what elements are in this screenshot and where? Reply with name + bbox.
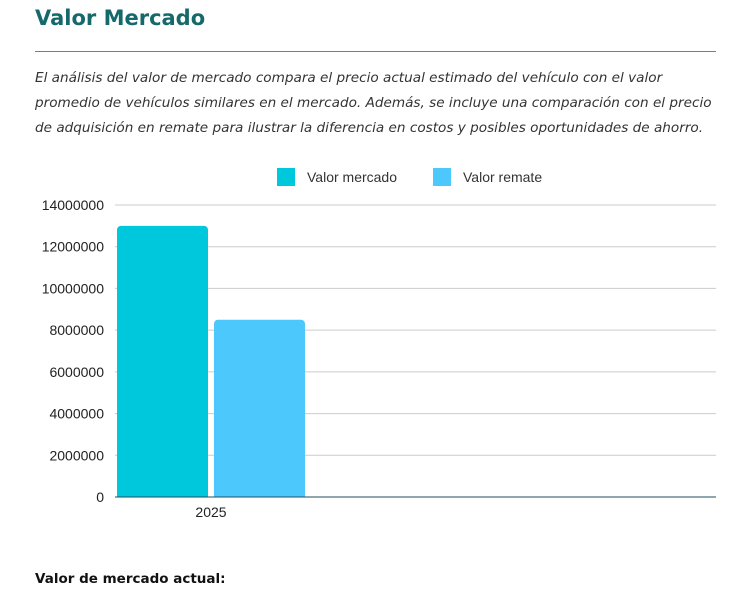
bar-base xyxy=(214,491,305,497)
y-tick-label: 2000000 xyxy=(49,447,104,463)
market-value-chart: Valor mercado Valor remate 0 2000000 400000… xyxy=(42,168,716,520)
bar-valor-remate xyxy=(214,319,305,497)
title-divider xyxy=(35,51,716,52)
legend-swatch xyxy=(277,168,295,186)
market-value-label: Valor de mercado actual: xyxy=(35,571,226,587)
page-title: Valor Mercado xyxy=(35,6,206,30)
chart-bars xyxy=(115,225,716,498)
legend-label: Valor remate xyxy=(463,169,542,185)
x-axis-ticks: 2025 xyxy=(195,504,226,520)
y-tick-label: 14000000 xyxy=(42,197,105,213)
description-text: El análisis del valor de mercado compara… xyxy=(35,70,712,136)
legend-label: Valor mercado xyxy=(307,169,397,185)
y-tick-label: 10000000 xyxy=(42,280,105,296)
chart-legend: Valor mercado Valor remate xyxy=(277,168,542,186)
x-tick-label: 2025 xyxy=(195,504,226,520)
y-tick-label: 6000000 xyxy=(49,364,104,380)
bar-base xyxy=(117,491,208,497)
y-tick-label: 8000000 xyxy=(49,322,104,338)
y-tick-label: 12000000 xyxy=(42,239,105,255)
legend-swatch xyxy=(433,168,451,186)
bar-valor-mercado xyxy=(117,225,208,497)
y-tick-label: 4000000 xyxy=(49,406,104,422)
y-tick-label: 0 xyxy=(96,489,104,505)
y-axis-ticks: 0 2000000 4000000 6000000 8000000 10000000 120… xyxy=(42,197,105,505)
